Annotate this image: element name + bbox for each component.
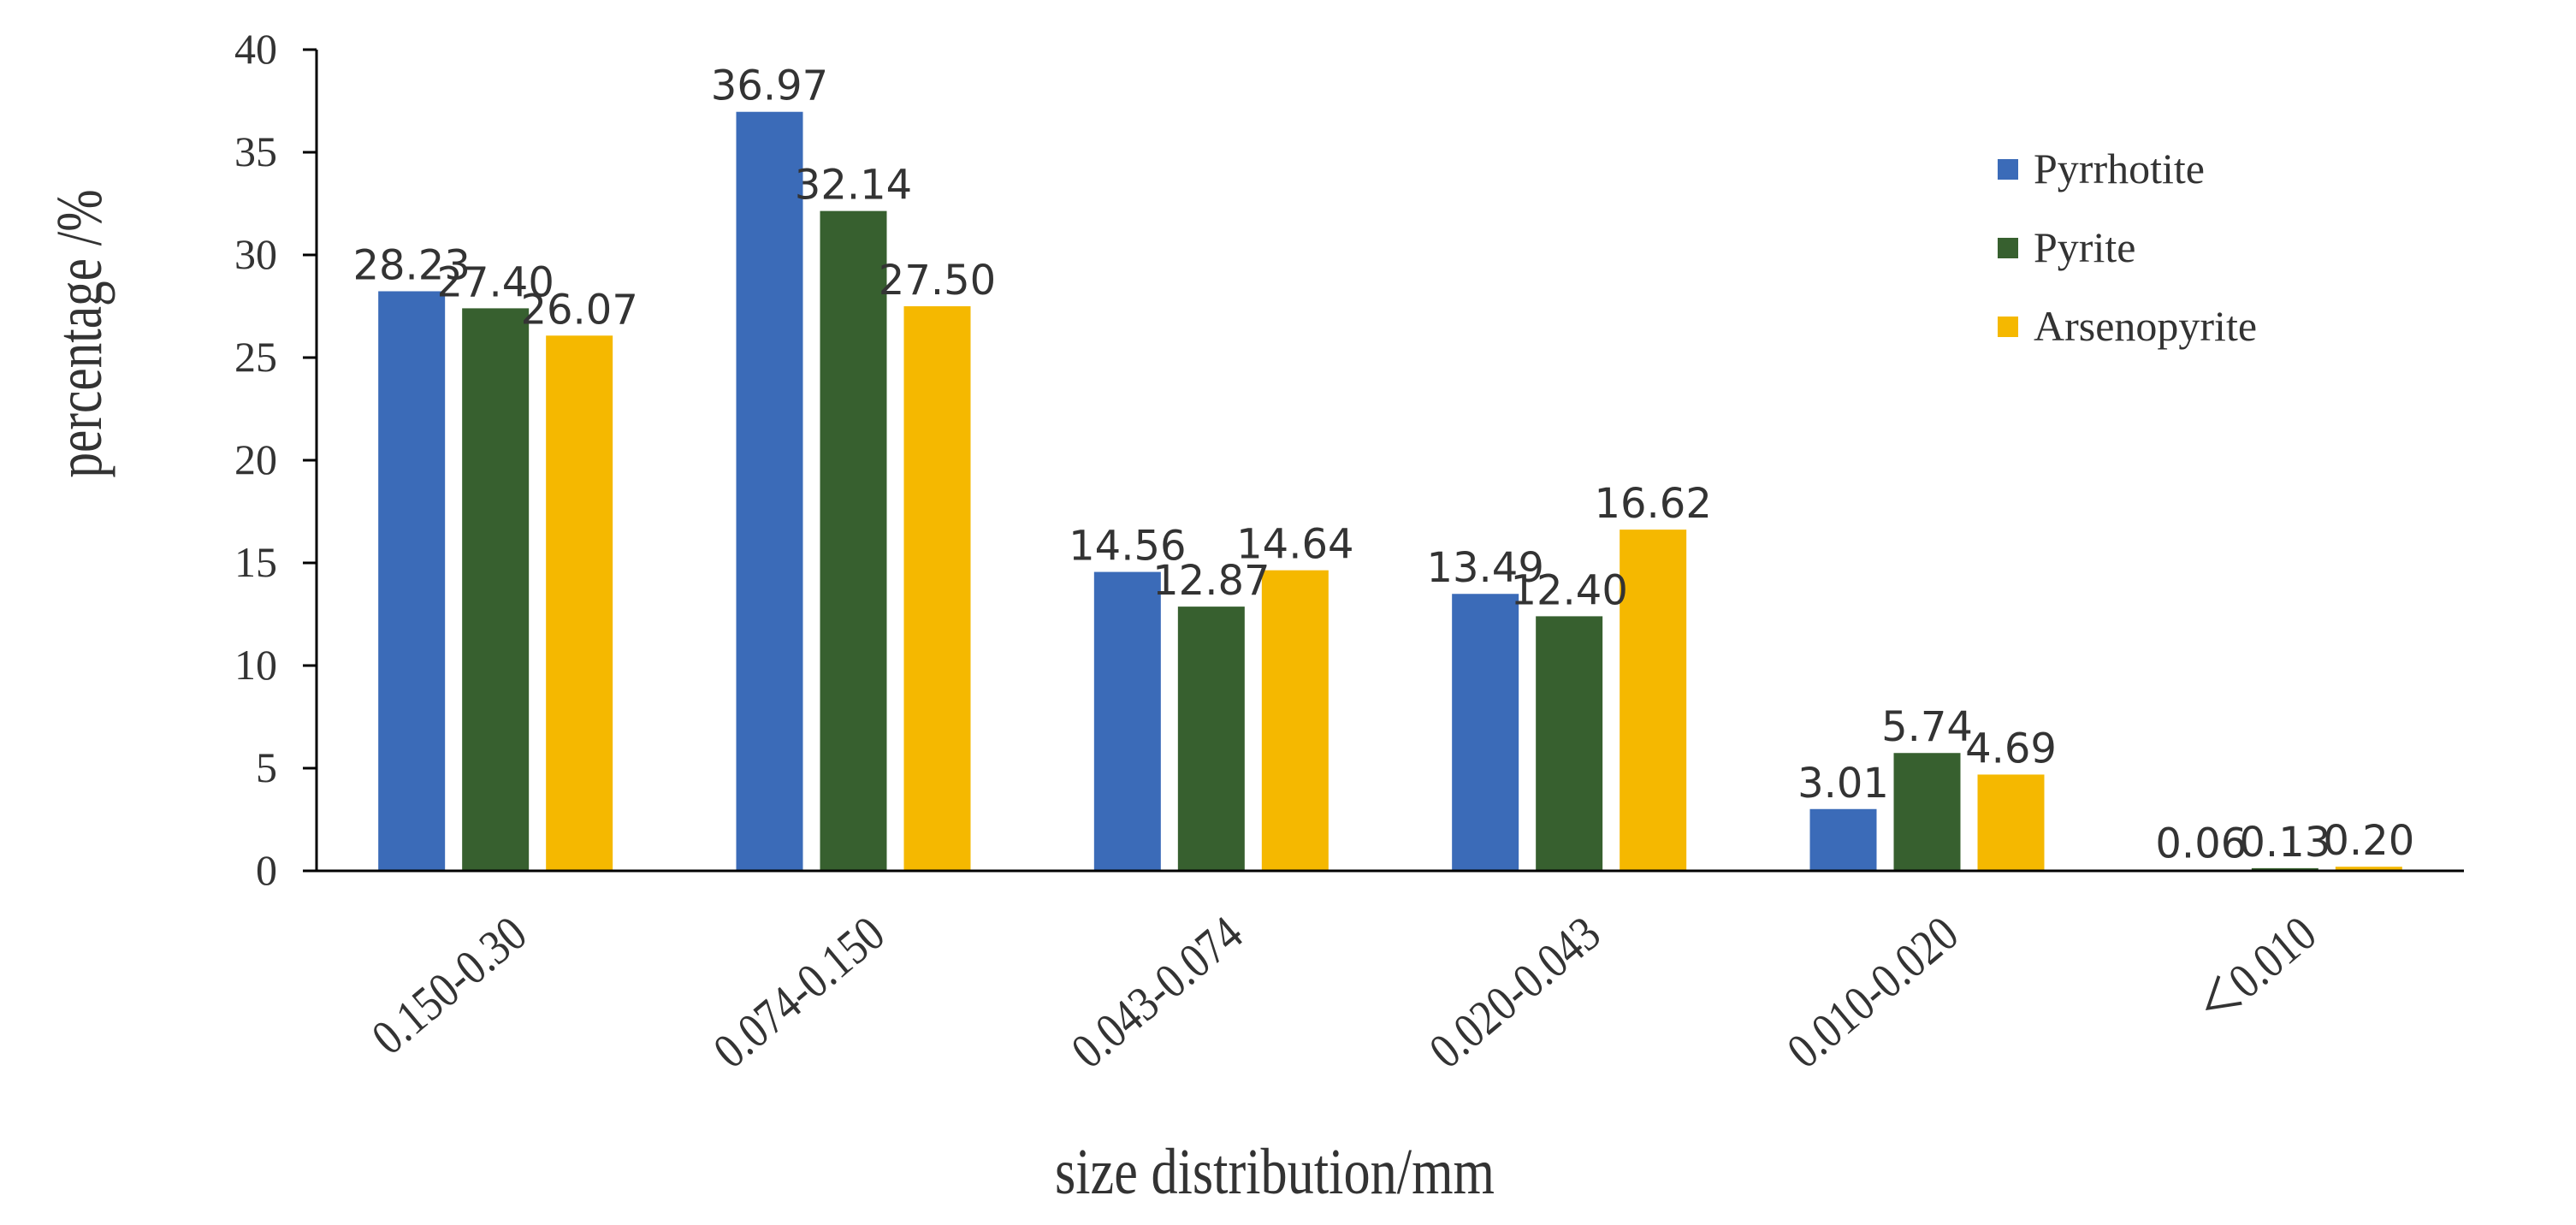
bars [378,111,2402,872]
data-label: 28.23 [352,241,470,289]
data-label: 0.06 [2155,820,2247,868]
data-label: 26.07 [520,286,637,334]
data-label: 5.74 [1881,703,1973,751]
bar-arsenopyrite [2335,867,2402,871]
bar-pyrite [462,308,530,871]
y-tick-label: 5 [256,743,277,791]
data-label: 32.14 [795,162,912,210]
bar-pyrrhotite [1093,571,1161,871]
bar-arsenopyrite [1261,570,1329,871]
y-axis-label: percentage /% [43,189,115,477]
bar-pyrite [2251,867,2318,871]
y-tick-label: 25 [234,333,277,381]
data-label: 0.20 [2323,817,2414,865]
bar-pyrrhotite [736,111,803,872]
bar-pyrite [1893,753,1961,871]
legend: Pyrrhotite Pyrite Arsenopyrite [1998,145,2257,350]
x-tick-label: 0.043-0.074 [1061,905,1252,1079]
data-label: 12.87 [1152,557,1270,605]
x-tick-label: 0.020-0.043 [1418,905,1610,1079]
data-label: 4.69 [1965,725,2057,772]
data-label: 16.62 [1594,480,1711,528]
data-label: 13.49 [1426,544,1543,592]
bar-arsenopyrite [546,335,613,871]
y-tick-label: 30 [234,230,277,278]
y-tick-label: 40 [234,25,277,73]
legend-swatch-pyrite [1998,238,2018,258]
bar-pyrrhotite [1452,594,1519,871]
legend-label: Pyrite [2034,223,2135,271]
y-tick-label: 15 [234,538,277,586]
legend-label: Pyrrhotite [2034,145,2205,192]
data-label: 14.56 [1069,523,1186,571]
bar-pyrite [1177,607,1245,871]
data-label: 27.50 [879,257,996,305]
x-axis-tick-labels: 0.150-0.30 0.074-0.150 0.043-0.074 0.020-0.… [361,905,2326,1079]
bar-pyrite [820,210,887,871]
y-tick-label: 0 [256,846,277,894]
x-tick-label: ＜0.010 [2186,905,2326,1035]
data-label: 36.97 [711,62,828,110]
y-axis-ticks: 0 5 10 15 20 25 30 35 40 [234,25,317,894]
bar-arsenopyrite [903,306,971,871]
bar-arsenopyrite [1977,774,2045,871]
x-axis-label: size distribution/mm [1055,1136,1495,1208]
bar-pyrrhotite [1809,808,1877,871]
data-label: 12.40 [1510,566,1627,614]
y-tick-label: 10 [234,641,277,689]
y-tick-label: 20 [234,435,277,483]
bar-pyrrhotite [378,291,446,872]
x-tick-label: 0.010-0.020 [1777,905,1969,1079]
x-tick-label: 0.150-0.30 [361,905,536,1065]
legend-label: Arsenopyrite [2034,302,2257,350]
data-label: 3.01 [1797,760,1889,808]
legend-swatch-pyrrhotite [1998,159,2018,180]
legend-swatch-arsenopyrite [1998,317,2018,337]
bar-arsenopyrite [1620,530,1687,871]
bar-pyrite [1536,616,1603,871]
data-label: 0.13 [2239,819,2330,867]
y-tick-label: 35 [234,127,277,175]
data-label: 14.64 [1236,521,1353,569]
x-tick-label: 0.074-0.150 [703,905,895,1079]
data-label: 27.40 [436,258,554,306]
